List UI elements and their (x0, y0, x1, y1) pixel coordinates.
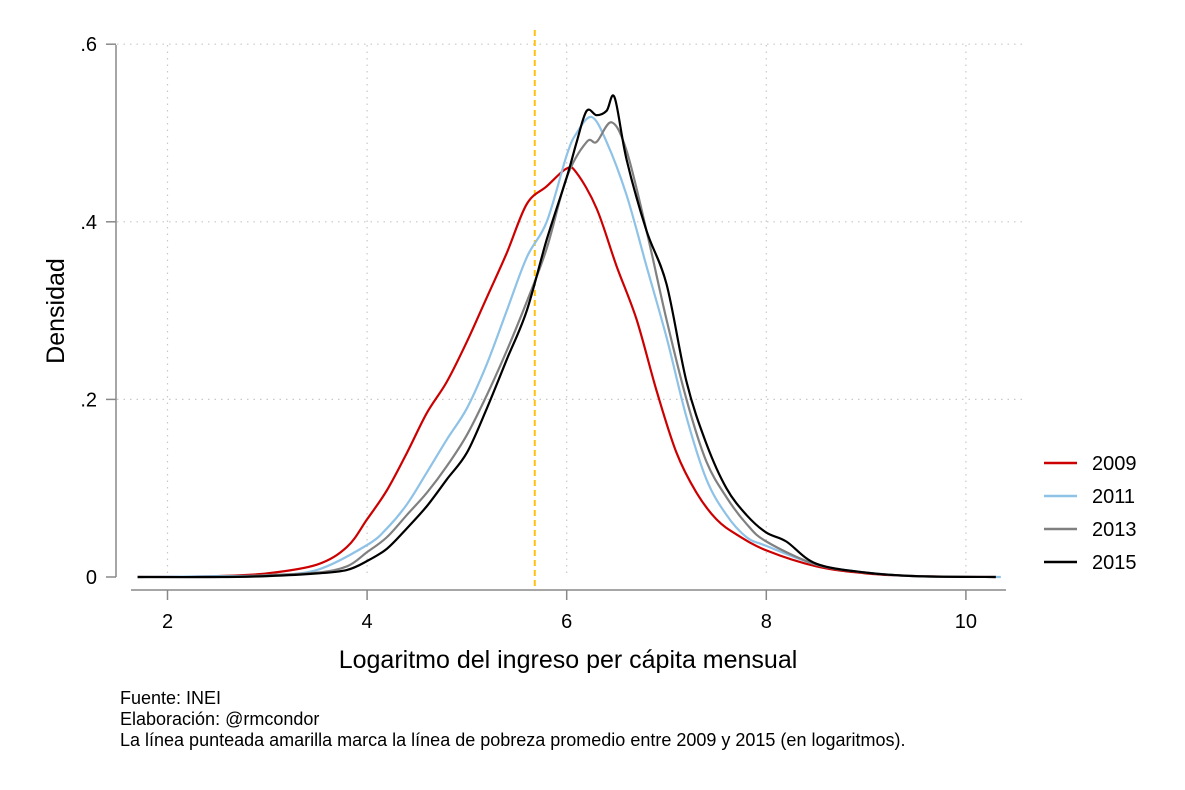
legend-label-2009: 2009 (1092, 453, 1137, 475)
y-axis-label: Densidad (42, 258, 70, 364)
x-axis-label: Logaritmo del ingreso per cápita mensual (339, 646, 798, 674)
caption-note: La línea punteada amarilla marca la líne… (120, 730, 906, 750)
x-tick-label: 10 (955, 611, 977, 633)
y-tick-label: .4 (80, 212, 97, 234)
x-tick-label: 6 (561, 611, 572, 633)
y-tick-label: .2 (80, 389, 97, 411)
series-line-2009 (137, 166, 996, 579)
axes (106, 43, 1006, 600)
source-note: Fuente: INEI (120, 688, 222, 708)
series-line-2011 (137, 115, 1001, 579)
series-lines (137, 94, 1001, 579)
x-tick-label: 8 (761, 611, 772, 633)
legend: 2009 2011 2013 2015 (1044, 453, 1137, 574)
x-tick-label: 2 (162, 611, 173, 633)
grid-lines (117, 43, 1022, 577)
tick-labels: 0 .2 .4 .6 2 4 6 8 10 (80, 34, 977, 633)
x-tick-label: 4 (362, 611, 373, 633)
legend-label-2013: 2013 (1092, 519, 1137, 541)
y-tick-label: .6 (80, 34, 97, 56)
author-note: Elaboración: @rmcondor (120, 709, 320, 729)
chart-notes: Fuente: INEI Elaboración: @rmcondor La l… (120, 688, 905, 751)
legend-label-2015: 2015 (1092, 552, 1137, 574)
series-line-2013 (137, 121, 996, 579)
y-tick-label: 0 (86, 567, 97, 589)
legend-label-2011: 2011 (1092, 486, 1135, 508)
series-line-2015 (137, 94, 996, 579)
